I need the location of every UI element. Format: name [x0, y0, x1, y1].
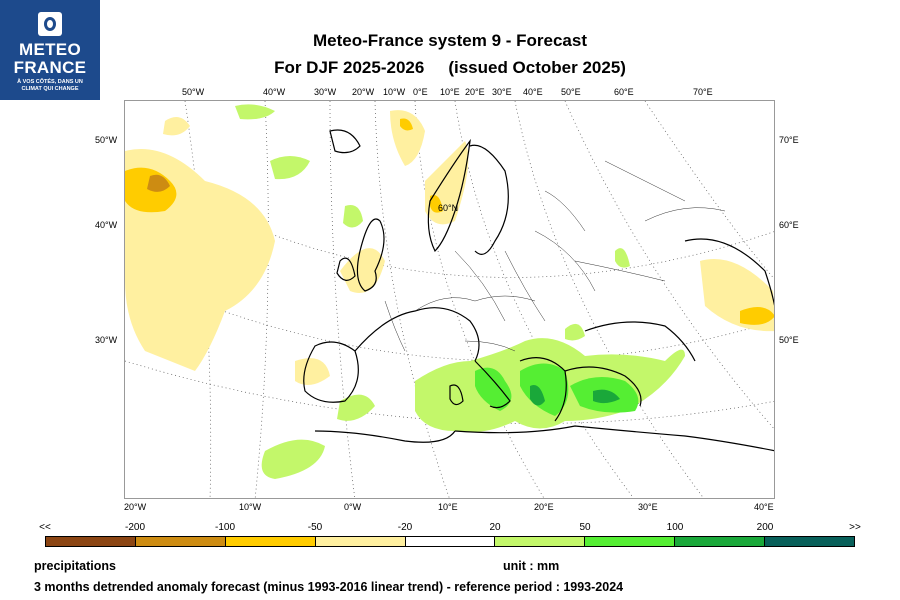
legend-tick: 50 — [579, 522, 591, 533]
logo-tagline-2: CLIMAT QUI CHANGE — [21, 86, 79, 92]
lon-label-top: 50°E — [561, 87, 581, 97]
legend-color-segment — [315, 537, 406, 546]
legend-tick: 200 — [756, 522, 774, 533]
legend-tick: -50 — [307, 522, 323, 533]
lon-label-bottom: 30°E — [638, 502, 658, 512]
lon-label-top: 50°W — [182, 87, 205, 97]
logo-icon — [38, 12, 62, 36]
legend-color-segment — [585, 537, 676, 546]
lat-label-right: 70°E — [779, 135, 799, 145]
map-canvas — [125, 101, 774, 498]
legend-tick: -100 — [214, 522, 236, 533]
description-label: 3 months detrended anomaly forecast (min… — [34, 580, 624, 594]
country-borders — [384, 160, 726, 352]
lon-label-bottom: 0°W — [344, 502, 362, 512]
lon-label-top: 30°W — [314, 87, 337, 97]
lon-label-top: 20°E — [465, 87, 485, 97]
lon-label-top: 30°E — [492, 87, 512, 97]
legend-color-segment — [135, 537, 226, 546]
lat-label-right: 50°E — [779, 335, 799, 345]
lon-label-bottom: 20°W — [124, 502, 147, 512]
legend-tick: 20 — [489, 522, 501, 533]
logo-text-line1: METEO — [19, 40, 81, 59]
lat-label-inner: 60°N — [438, 203, 459, 213]
lat-label-left: 50°W — [95, 135, 118, 145]
lat-label-left: 40°W — [95, 220, 118, 230]
legend-color-segment — [495, 537, 586, 546]
lon-label-bottom: 10°E — [438, 502, 458, 512]
logo-tagline-1: À VOS CÔTÉS, DANS UN — [17, 79, 83, 85]
lon-label-bottom: 10°W — [239, 502, 262, 512]
lon-label-bottom: 40°E — [754, 502, 774, 512]
unit-label: unit : mm — [503, 559, 560, 573]
legend-color-segment — [405, 537, 496, 546]
meteo-france-logo: METEO FRANCE À VOS CÔTÉS, DANS UN CLIMAT… — [0, 0, 100, 100]
dry-anomaly-areas — [125, 110, 774, 385]
lon-label-top: 20°W — [352, 87, 375, 97]
lon-label-top: 60°E — [614, 87, 634, 97]
legend-tick: -20 — [397, 522, 413, 533]
legend-tick: -200 — [124, 522, 146, 533]
legend-tick: >> — [849, 522, 861, 533]
wet-anomaly-areas — [235, 104, 685, 479]
logo-text-line2: FRANCE — [13, 58, 87, 77]
title-line-1: Meteo-France system 9 - Forecast — [313, 31, 587, 50]
lon-label-top: 40°W — [263, 87, 286, 97]
lon-label-top: 40°E — [523, 87, 543, 97]
lon-label-top: 10°W — [383, 87, 406, 97]
lat-label-left: 30°W — [95, 335, 118, 345]
coastlines — [303, 129, 774, 452]
legend-color-segment — [225, 537, 316, 546]
forecast-period: For DJF 2025-2026 — [274, 58, 425, 77]
lon-label-top: 10°E — [440, 87, 460, 97]
forecast-map — [124, 100, 775, 499]
lon-label-top: 0°E — [413, 87, 428, 97]
legend-tick: 100 — [666, 522, 684, 533]
lon-label-bottom: 20°E — [534, 502, 554, 512]
legend-color-segment — [765, 537, 855, 546]
legend-color-segment — [46, 537, 136, 546]
lon-label-top: 70°E — [693, 87, 713, 97]
legend-color-segment — [675, 537, 766, 546]
lat-label-right: 60°E — [779, 220, 799, 230]
title-line-2: For DJF 2025-2026 (issued October 2025) — [150, 58, 750, 78]
color-legend-bar — [45, 536, 855, 547]
legend-tick: << — [39, 522, 51, 533]
issue-date: (issued October 2025) — [448, 58, 626, 77]
variable-label: precipitations — [34, 559, 116, 573]
